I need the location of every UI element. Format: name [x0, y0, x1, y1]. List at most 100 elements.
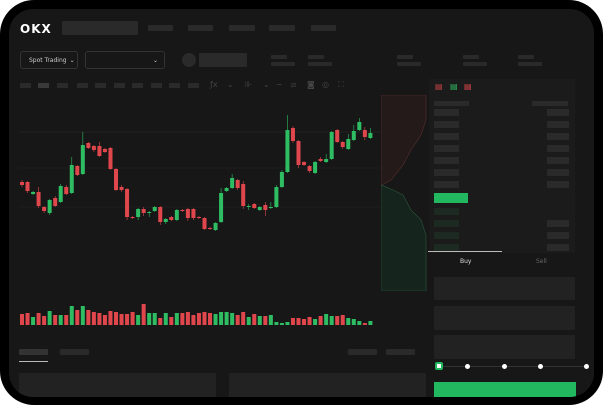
- nav-item[interactable]: [148, 25, 173, 31]
- market-selector[interactable]: Spot Trading ⌄: [20, 51, 78, 69]
- candle-down: [362, 130, 367, 137]
- stat-label: [463, 55, 479, 59]
- ask-amount: [547, 181, 569, 188]
- candlestick-chart[interactable]: [9, 9, 381, 339]
- volume-bar: [279, 323, 284, 325]
- volume-bar: [208, 313, 213, 325]
- tab-buy[interactable]: Buy: [460, 258, 472, 265]
- volume-bar: [136, 315, 141, 325]
- candle-down: [202, 218, 207, 229]
- slider-stop-25[interactable]: [465, 364, 470, 369]
- ruler-icon[interactable]: ⧄: [291, 80, 297, 89]
- interval-button[interactable]: [188, 83, 199, 88]
- slider-stop-100[interactable]: [584, 364, 589, 369]
- stat-value: [308, 62, 332, 66]
- nav-item[interactable]: [229, 25, 255, 31]
- bids-only-icon[interactable]: ▤: [450, 82, 458, 91]
- volume-bar: [224, 312, 229, 325]
- interval-button[interactable]: [57, 83, 68, 88]
- candle-down: [302, 162, 307, 165]
- volume-bar: [102, 315, 107, 325]
- camera-icon[interactable]: ◙: [307, 80, 315, 89]
- ask-price: [434, 181, 459, 188]
- app-screen: OKX Spot Trading ⌄ ⌄ ƒx ⌄ ⊪ ⌄ ∼ ⧄ ◙ ◎ ⛶: [9, 9, 594, 397]
- percent-slider-track[interactable]: [439, 366, 587, 367]
- volume-bar: [163, 313, 168, 325]
- candle-up: [69, 165, 74, 193]
- nav-item[interactable]: [188, 25, 213, 31]
- candle-up: [136, 209, 141, 217]
- chart-type-icon[interactable]: ⊪: [245, 80, 252, 89]
- fullscreen-icon[interactable]: ⛶: [338, 80, 344, 89]
- ask-price: [434, 133, 459, 140]
- tab-sell[interactable]: Sell: [536, 258, 547, 265]
- volume-bar: [47, 311, 52, 325]
- both-sides-icon[interactable]: ▤: [435, 82, 443, 91]
- active-tab-indicator: [19, 361, 48, 362]
- volume-bar: [202, 312, 207, 325]
- active-tab-indicator: [428, 251, 502, 252]
- pair-selector[interactable]: ⌄: [85, 51, 165, 69]
- candle-down: [335, 130, 340, 142]
- candle-up: [230, 178, 235, 188]
- candle-up: [152, 207, 157, 211]
- nav-item[interactable]: [269, 25, 295, 31]
- candle-down: [185, 209, 190, 218]
- volume-bar: [141, 304, 146, 325]
- volume-bar: [302, 319, 307, 325]
- volume-bar: [252, 314, 257, 325]
- filter-button[interactable]: [386, 349, 415, 355]
- okx-logo: OKX: [20, 22, 52, 36]
- candle-down: [36, 192, 41, 206]
- interval-button[interactable]: [114, 83, 125, 88]
- bid-price: [434, 244, 459, 251]
- tab-order-history[interactable]: [60, 349, 89, 355]
- volume-bar: [119, 314, 124, 325]
- candle-down: [307, 166, 312, 171]
- candle-down: [91, 146, 96, 150]
- interval-button[interactable]: [132, 83, 143, 88]
- candle-down: [208, 228, 213, 229]
- candle-up: [274, 187, 279, 207]
- volume-bar: [246, 317, 251, 325]
- search-placeholder[interactable]: [62, 21, 138, 35]
- tab-open-orders[interactable]: [19, 349, 48, 355]
- volume-bar: [53, 315, 58, 325]
- candle-up: [174, 210, 179, 220]
- ask-amount: [547, 121, 569, 128]
- coin-icon: [182, 53, 196, 67]
- candle-down: [130, 217, 135, 218]
- settings-icon[interactable]: ◎: [322, 80, 329, 89]
- buy-submit-button[interactable]: [434, 382, 576, 397]
- line-icon[interactable]: ∼: [276, 80, 283, 89]
- chevron-down-icon[interactable]: ⌄: [227, 80, 234, 89]
- slider-stop-75[interactable]: [538, 364, 543, 369]
- slider-stop-50[interactable]: [502, 364, 507, 369]
- price-input[interactable]: [434, 277, 575, 300]
- indicator-icon[interactable]: ƒx: [210, 80, 218, 89]
- interval-button[interactable]: [169, 83, 180, 88]
- interval-button[interactable]: [95, 83, 106, 88]
- interval-button[interactable]: [77, 83, 88, 88]
- interval-button[interactable]: [151, 83, 162, 88]
- percent-slider-handle[interactable]: [435, 362, 443, 370]
- candle-down: [169, 217, 174, 220]
- candle-up: [147, 212, 152, 213]
- interval-button[interactable]: [20, 83, 31, 88]
- volume-bar: [268, 315, 273, 325]
- chevron-down-icon[interactable]: ⌄: [263, 80, 270, 89]
- interval-button-active[interactable]: [38, 83, 49, 88]
- amount-input[interactable]: [434, 306, 575, 330]
- filter-button[interactable]: [348, 349, 377, 355]
- volume-bar: [351, 319, 356, 325]
- nav-item[interactable]: [311, 25, 336, 31]
- candle-up: [246, 206, 251, 207]
- ask-amount: [547, 109, 569, 116]
- volume-bar: [196, 313, 201, 325]
- asks-only-icon[interactable]: ▤: [464, 82, 472, 91]
- ask-price: [434, 109, 459, 116]
- candle-up: [313, 162, 318, 173]
- total-input[interactable]: [434, 335, 575, 359]
- candle-up: [368, 133, 373, 138]
- header-price: [434, 101, 469, 106]
